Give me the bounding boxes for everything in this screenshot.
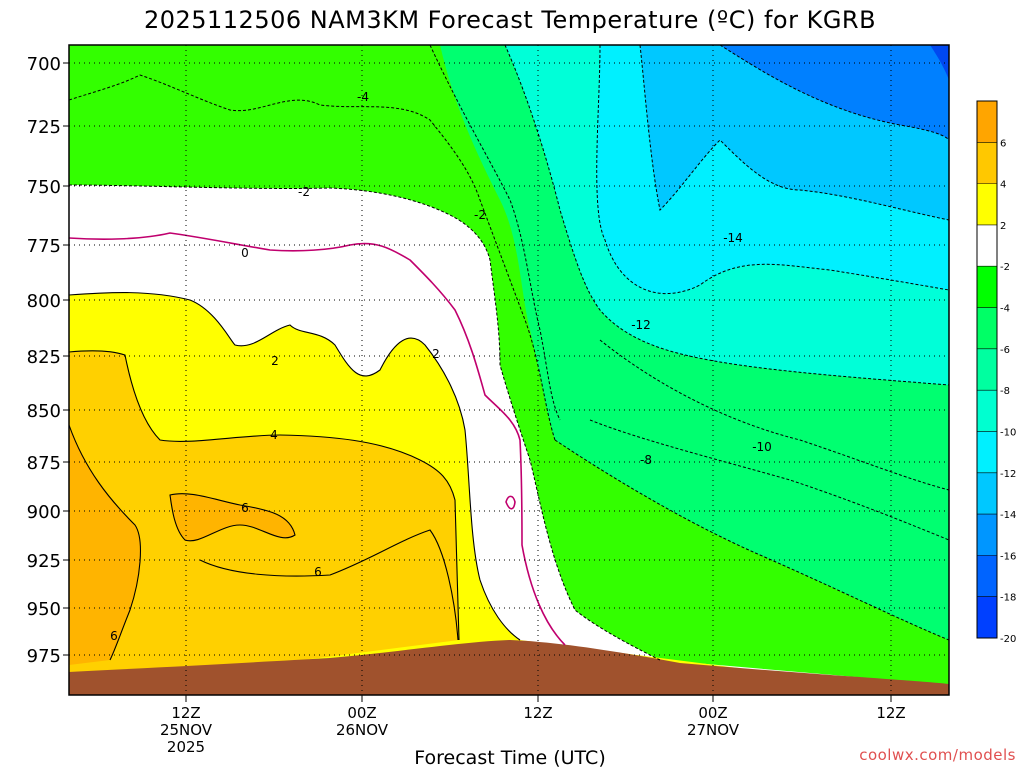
contour-label: -2 xyxy=(298,185,310,199)
colorbar-label: -18 xyxy=(1000,593,1016,604)
x-tick-label: 2025 xyxy=(167,738,205,756)
contour-plus6-pocket xyxy=(169,493,296,542)
colorbar-swatch xyxy=(977,348,997,391)
x-tick-label: 00Z xyxy=(347,704,376,722)
contour-minus10-lower xyxy=(589,419,949,541)
colorbar-swatch xyxy=(977,307,997,350)
chart-title: 2025112506 NAM3KM Forecast Temperature (… xyxy=(144,6,876,34)
contour-label: 4 xyxy=(270,428,278,442)
x-axis-label: Forecast Time (UTC) xyxy=(414,747,605,768)
colorbar-label: -2 xyxy=(1000,262,1010,273)
contour-plus2 xyxy=(69,292,521,641)
y-tick-label: 925 xyxy=(27,551,61,572)
colorbar-swatch xyxy=(977,555,997,598)
x-tick-label: 27NOV xyxy=(687,721,740,739)
colorbar-swatch xyxy=(977,390,997,432)
colorbar-label: -4 xyxy=(1000,304,1010,315)
y-axis: 700 725 750 775 800 825 850 875 900 925 950 975 xyxy=(27,54,69,667)
colorbar-label: 6 xyxy=(1000,138,1006,149)
colorbar-label: -14 xyxy=(1000,510,1016,521)
contour-label: -2 xyxy=(474,208,486,222)
contour-plus6-mid xyxy=(199,529,459,641)
freezing-line xyxy=(69,232,566,646)
colorbar-swatch xyxy=(977,266,997,309)
credit-link[interactable]: coolwx.com/models xyxy=(859,746,1016,764)
colorbar: 6 4 2 -2 -4 -6 -8 -10 -12 -14 -16 -18 -20 xyxy=(976,100,1016,645)
y-tick-label: 750 xyxy=(27,177,61,198)
y-tick-label: 875 xyxy=(27,453,61,474)
contour-label: 6 xyxy=(110,629,118,643)
x-tick-label: 25NOV xyxy=(160,721,213,739)
colorbar-label: -6 xyxy=(1000,345,1010,356)
colorbar-label: -20 xyxy=(1000,634,1016,645)
contour-minus14 xyxy=(719,45,949,141)
colorbar-label: -16 xyxy=(1000,551,1016,562)
contour-minus8 xyxy=(504,45,949,386)
contour-label: 6 xyxy=(241,501,249,515)
y-tick-label: 975 xyxy=(27,646,61,667)
colorbar-swatch xyxy=(977,514,997,556)
x-tick-label: 26NOV xyxy=(336,721,389,739)
x-tick-label: 12Z xyxy=(171,704,200,722)
x-tick-label: 12Z xyxy=(523,704,552,722)
colorbar-swatch xyxy=(977,224,997,267)
band-plus6 xyxy=(69,425,141,665)
colorbar-label: 2 xyxy=(1000,221,1006,232)
y-tick-label: 900 xyxy=(27,502,61,523)
contour-label: 2 xyxy=(432,347,440,361)
colorbar-label: -8 xyxy=(1000,386,1010,397)
colorbar-swatch xyxy=(977,142,997,185)
band-plus6-pocket xyxy=(170,493,295,541)
colorbar-swatch xyxy=(977,101,997,143)
colorbar-label: -10 xyxy=(1000,427,1016,438)
contour-label: -10 xyxy=(752,440,772,454)
y-tick-label: 825 xyxy=(27,347,61,368)
contour-plus6 xyxy=(69,424,141,661)
contour-plus4 xyxy=(69,350,460,641)
plot-area: -4 -2 -2 0 -14 -12 2 2 4 -8 -10 6 6 6 xyxy=(69,45,949,695)
contour-label: -4 xyxy=(357,90,369,104)
colorbar-label: -12 xyxy=(1000,469,1016,480)
colorbar-swatch xyxy=(977,183,997,226)
contour-minus4 xyxy=(69,74,556,441)
contour-minus6 xyxy=(429,45,561,421)
y-tick-label: 700 xyxy=(27,54,61,75)
y-tick-label: 950 xyxy=(27,599,61,620)
x-tick-label: 12Z xyxy=(876,704,905,722)
colorbar-swatch xyxy=(977,596,997,639)
contour-label: 0 xyxy=(241,246,249,260)
colorbar-swatch xyxy=(977,431,997,474)
contour-minus12-lower xyxy=(599,339,949,491)
contour-minus12 xyxy=(639,45,949,221)
y-tick-label: 725 xyxy=(27,117,61,138)
plot-frame xyxy=(68,44,950,696)
x-tick-label: 00Z xyxy=(698,704,727,722)
contour-label: -14 xyxy=(723,231,743,245)
y-tick-label: 850 xyxy=(27,401,61,422)
freezing-line-loop xyxy=(505,495,516,510)
colorbar-swatch xyxy=(977,472,997,515)
y-tick-label: 800 xyxy=(27,291,61,312)
y-tick-label: 775 xyxy=(27,236,61,257)
terrain xyxy=(69,640,949,695)
colorbar-label: 4 xyxy=(1000,180,1006,191)
contour-minus8-lower xyxy=(554,439,949,641)
contour-minus10 xyxy=(596,45,949,294)
contour-label: -12 xyxy=(631,318,651,332)
contour-label: 6 xyxy=(314,565,322,579)
contour-label: -8 xyxy=(640,453,652,467)
contour-label: 2 xyxy=(271,354,279,368)
contour-minus2 xyxy=(69,184,661,661)
